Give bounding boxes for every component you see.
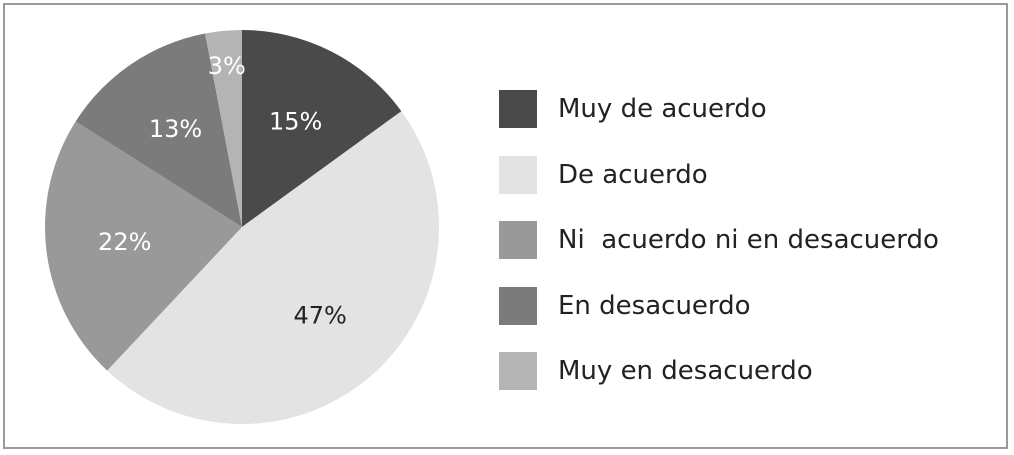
pie-slice-en-desacuerdo	[75, 33, 243, 227]
legend-item-muy-de-acuerdo: Muy de acuerdo	[499, 90, 939, 128]
legend-swatch	[499, 155, 537, 194]
legend-label: Muy en desacuerdo	[558, 356, 813, 386]
legend-swatch	[499, 352, 537, 390]
legend-swatch	[499, 286, 537, 325]
legend-item-muy-en-desacuerdo: Muy en desacuerdo	[499, 352, 939, 390]
legend-swatch	[499, 221, 537, 259]
pie-slice-muy-de-acuerdo	[242, 30, 402, 227]
legend-label: En desacuerdo	[558, 290, 751, 321]
legend-swatch	[499, 90, 537, 128]
legend-item-en-desacuerdo: En desacuerdo	[499, 286, 939, 325]
legend-item-de-acuerdo: De acuerdo	[499, 155, 939, 194]
slice-value-label: 22%	[98, 228, 151, 256]
legend: Muy de acuerdo De acuerdo Ni acuerdo ni …	[499, 90, 939, 418]
legend-label: De acuerdo	[558, 159, 708, 190]
slice-value-label: 47%	[293, 302, 346, 330]
slice-value-label: 13%	[149, 115, 202, 143]
pie-slice-muy-en-desacuerdo	[205, 30, 242, 227]
pie-slice-ni-acuerdo-ni-en-desacuerdo	[45, 121, 242, 371]
pie-slice-de-acuerdo	[107, 111, 439, 424]
legend-item-ni-acuerdo-ni-en-desacuerdo: Ni acuerdo ni en desacuerdo	[499, 221, 939, 259]
legend-label: Ni acuerdo ni en desacuerdo	[558, 225, 939, 255]
slice-value-label: 15%	[269, 108, 322, 136]
slice-value-label: 3%	[208, 52, 246, 80]
legend-label: Muy de acuerdo	[558, 94, 767, 124]
